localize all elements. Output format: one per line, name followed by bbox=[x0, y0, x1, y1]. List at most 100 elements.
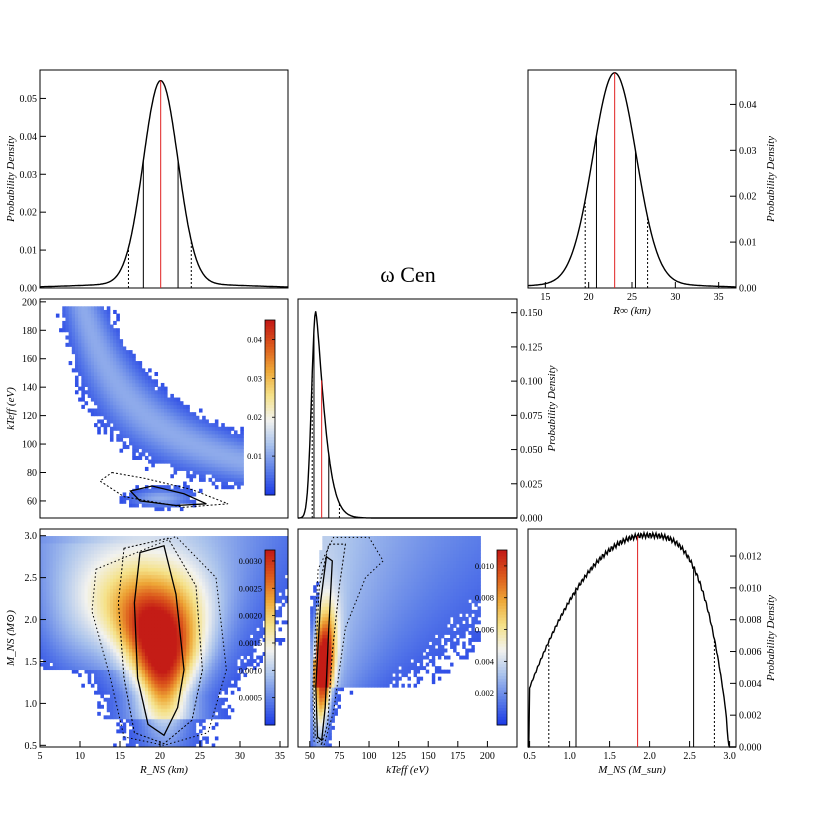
heatmap-cell bbox=[119, 419, 124, 424]
heatmap-cell bbox=[170, 704, 174, 709]
heatmap-cell bbox=[81, 342, 85, 347]
heatmap-cell bbox=[221, 543, 225, 547]
heatmap-cell bbox=[233, 669, 238, 674]
heatmap-cell bbox=[183, 585, 187, 590]
heatmap-cell bbox=[125, 711, 130, 716]
heatmap-cell bbox=[256, 630, 260, 635]
heatmap-cell bbox=[135, 722, 139, 727]
heatmap-cell bbox=[109, 339, 114, 344]
heatmap-cell bbox=[71, 536, 76, 540]
heatmap-cell bbox=[138, 496, 143, 501]
heatmap-cell bbox=[125, 613, 130, 618]
heatmap-cell bbox=[94, 592, 98, 597]
heatmap-cell bbox=[173, 448, 178, 453]
heatmap-cell bbox=[170, 448, 174, 453]
heatmap-cell bbox=[186, 659, 190, 664]
heatmap-cell bbox=[167, 606, 171, 611]
heatmap-cell bbox=[157, 543, 162, 547]
heatmap-cell bbox=[233, 623, 238, 628]
heatmap-cell bbox=[138, 397, 143, 402]
heatmap-cell bbox=[164, 718, 168, 723]
heatmap-cell bbox=[189, 725, 194, 730]
heatmap-cell bbox=[237, 616, 241, 621]
heatmap-cell bbox=[144, 630, 149, 635]
heatmap-cell bbox=[176, 463, 181, 468]
heatmap-cell bbox=[132, 666, 136, 671]
heatmap-cell bbox=[227, 430, 232, 435]
heatmap-cell bbox=[230, 645, 235, 649]
heatmap-cell bbox=[202, 645, 206, 649]
heatmap-cell bbox=[74, 641, 79, 646]
heatmap-cell bbox=[125, 630, 130, 635]
heatmap-cell bbox=[164, 704, 168, 709]
heatmap-cell bbox=[214, 623, 219, 628]
heatmap-cell bbox=[243, 652, 248, 656]
heatmap-cell bbox=[259, 585, 263, 590]
heatmap-cell bbox=[100, 331, 104, 336]
heatmap-cell bbox=[109, 426, 114, 431]
heatmap-cell bbox=[205, 567, 209, 572]
heatmap-cell bbox=[106, 630, 111, 635]
heatmap-cell bbox=[100, 309, 104, 314]
heatmap-cell bbox=[214, 560, 219, 565]
heatmap-cell bbox=[94, 553, 98, 558]
heatmap-cell bbox=[164, 701, 168, 706]
heatmap-cell bbox=[138, 743, 143, 748]
heatmap-cell bbox=[208, 673, 213, 678]
heatmap-cell bbox=[151, 673, 155, 678]
heatmap-cell bbox=[90, 648, 95, 653]
heatmap-cell bbox=[218, 659, 222, 664]
heatmap-cell bbox=[170, 550, 174, 555]
heatmap-cell bbox=[253, 571, 257, 576]
heatmap-cell bbox=[87, 645, 92, 649]
heatmap-cell bbox=[192, 574, 197, 579]
heatmap-cell bbox=[189, 662, 194, 667]
heatmap-cell bbox=[253, 659, 257, 664]
heatmap-cell bbox=[113, 606, 117, 611]
heatmap-cell bbox=[122, 616, 127, 621]
heatmap-cell bbox=[154, 627, 159, 632]
heatmap-cell bbox=[157, 613, 162, 618]
heatmap-cell bbox=[202, 434, 206, 439]
heatmap-cell bbox=[109, 711, 114, 716]
heatmap-cell bbox=[138, 704, 143, 709]
heatmap-cell bbox=[103, 317, 108, 322]
heatmap-cell bbox=[202, 430, 206, 435]
heatmap-cell bbox=[90, 585, 95, 590]
heatmap-cell bbox=[129, 595, 133, 600]
heatmap-cell bbox=[170, 404, 174, 409]
heatmap-cell bbox=[173, 718, 178, 723]
heatmap-cell bbox=[195, 539, 200, 544]
heatmap-cell bbox=[160, 581, 165, 586]
heatmap-cell bbox=[81, 397, 85, 402]
heatmap-cell bbox=[132, 455, 136, 460]
heatmap-cell bbox=[87, 306, 92, 311]
heatmap-cell bbox=[189, 732, 194, 737]
heatmap-cell bbox=[141, 655, 146, 660]
heatmap-cell bbox=[119, 683, 124, 688]
heatmap-cell bbox=[164, 609, 168, 614]
heatmap-cell bbox=[167, 397, 171, 402]
heatmap-cell bbox=[94, 680, 98, 685]
heatmap-cell bbox=[135, 732, 139, 737]
heatmap-cell bbox=[164, 390, 168, 395]
heatmap-cell bbox=[218, 564, 222, 569]
heatmap-cell bbox=[135, 627, 139, 632]
heatmap-cell bbox=[81, 592, 85, 597]
heatmap-cell bbox=[97, 564, 101, 569]
heatmap-cell bbox=[78, 602, 82, 607]
heatmap-cell bbox=[125, 638, 130, 642]
heatmap-cell bbox=[227, 567, 232, 572]
heatmap-cell bbox=[141, 567, 146, 572]
heatmap-cell bbox=[227, 652, 232, 656]
heatmap-cell bbox=[116, 328, 120, 333]
heatmap-cell bbox=[202, 581, 206, 586]
heatmap-cell bbox=[138, 606, 143, 611]
heatmap-cell bbox=[132, 448, 136, 453]
heatmap-cell bbox=[189, 736, 194, 741]
heatmap-cell bbox=[164, 630, 168, 635]
heatmap-cell bbox=[144, 375, 149, 380]
heatmap-cell bbox=[129, 393, 133, 398]
heatmap-cell bbox=[198, 448, 203, 453]
heatmap-cell bbox=[186, 474, 190, 479]
